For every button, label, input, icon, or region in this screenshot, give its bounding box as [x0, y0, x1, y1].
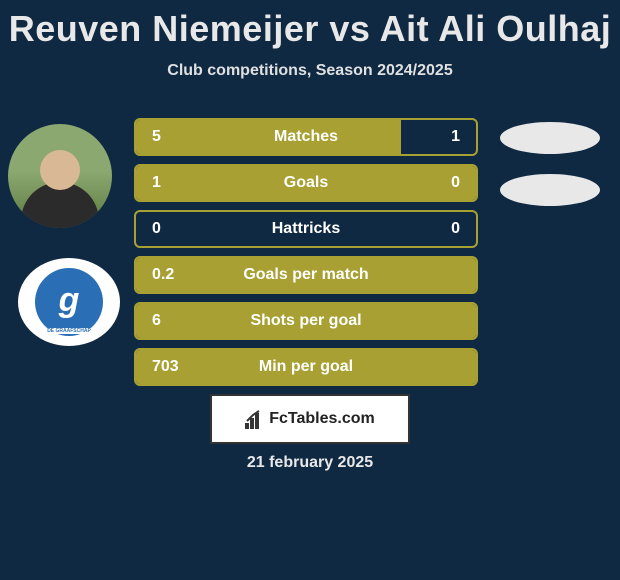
stat-label: Goals	[136, 174, 476, 192]
stat-row: 6Shots per goal	[134, 302, 478, 340]
player-right-avatar-placeholder	[500, 122, 600, 154]
stat-label: Min per goal	[136, 358, 476, 376]
club-badge-left: g DE GRAAFSCHAP	[18, 258, 120, 346]
stat-label: Hattricks	[136, 220, 476, 238]
stat-value-right: 0	[451, 220, 460, 238]
club-badge-letter: g	[59, 283, 80, 317]
branding-badge: FcTables.com	[210, 394, 410, 444]
fctables-logo-icon	[245, 409, 265, 429]
stat-row: 5Matches1	[134, 118, 478, 156]
player-right-avatar-placeholder-2	[500, 174, 600, 206]
stat-label: Goals per match	[136, 266, 476, 284]
club-badge-label: DE GRAAFSCHAP	[43, 328, 95, 334]
stat-label: Shots per goal	[136, 312, 476, 330]
date-label: 21 february 2025	[0, 454, 620, 472]
subtitle: Club competitions, Season 2024/2025	[0, 62, 620, 80]
stat-value-right: 0	[451, 174, 460, 192]
player-left-avatar	[8, 124, 112, 228]
stat-row: 1Goals0	[134, 164, 478, 202]
page-title: Reuven Niemeijer vs Ait Ali Oulhaj	[0, 0, 620, 50]
stats-table: 5Matches11Goals00Hattricks00.2Goals per …	[134, 118, 478, 394]
stat-row: 0Hattricks0	[134, 210, 478, 248]
branding-text: FcTables.com	[269, 410, 375, 428]
stat-row: 703Min per goal	[134, 348, 478, 386]
stat-row: 0.2Goals per match	[134, 256, 478, 294]
stat-value-right: 1	[451, 128, 460, 146]
stat-label: Matches	[136, 128, 476, 146]
